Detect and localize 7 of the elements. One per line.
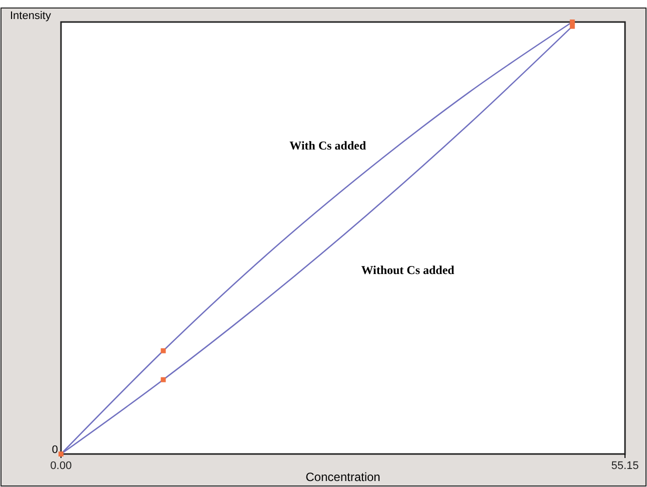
series-label: With Cs added bbox=[290, 138, 366, 153]
y-axis-title: Intensity bbox=[10, 10, 52, 22]
x-tick-label: 55.15 bbox=[611, 460, 639, 472]
text: Without Cs added bbox=[361, 263, 455, 278]
x-axis-title: Concentration bbox=[306, 470, 380, 484]
x-tick-label: 0.00 bbox=[50, 460, 72, 472]
text: 0 bbox=[52, 444, 58, 456]
